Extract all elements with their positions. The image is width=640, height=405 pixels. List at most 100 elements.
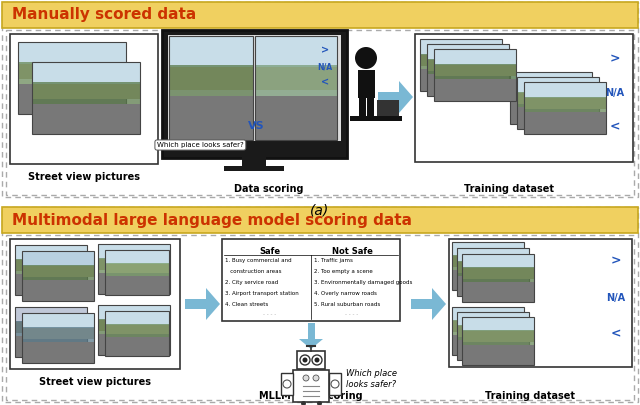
Bar — [510, 102, 592, 124]
Bar — [462, 345, 534, 365]
Bar — [510, 87, 592, 99]
Bar — [22, 266, 94, 277]
Text: <: < — [611, 327, 621, 340]
Text: 3. Airport transport station: 3. Airport transport station — [225, 291, 299, 296]
Bar — [6, 30, 634, 195]
Text: - - - -: - - - - — [346, 312, 358, 317]
Text: 4. Overly narrow roads: 4. Overly narrow roads — [314, 291, 377, 296]
Bar — [255, 36, 337, 140]
Text: VS: VS — [248, 121, 264, 131]
Bar — [255, 67, 337, 90]
Bar — [411, 299, 432, 309]
Bar — [32, 62, 140, 134]
Bar — [22, 280, 94, 301]
Bar — [169, 36, 253, 67]
Bar — [462, 282, 534, 302]
Bar — [452, 307, 524, 322]
Bar — [420, 39, 502, 55]
Bar — [367, 98, 374, 116]
Bar — [517, 107, 599, 129]
Text: 5. Rural suburban roads: 5. Rural suburban roads — [314, 302, 380, 307]
Bar — [255, 96, 337, 140]
Bar — [98, 334, 170, 355]
Bar — [185, 299, 206, 309]
Text: 3. Environmentally damaged goods: 3. Environmentally damaged goods — [314, 280, 412, 285]
Bar — [510, 87, 592, 102]
Text: Training dataset: Training dataset — [464, 184, 554, 194]
Text: 2. City service road: 2. City service road — [225, 280, 278, 285]
Bar — [452, 256, 524, 267]
Text: Multimodal large language model scoring data: Multimodal large language model scoring … — [12, 213, 412, 228]
Bar — [32, 82, 140, 104]
Circle shape — [355, 47, 377, 69]
Text: Data scoring: Data scoring — [234, 184, 304, 194]
Text: N/A: N/A — [317, 62, 333, 71]
Bar — [98, 244, 170, 294]
Bar — [105, 250, 169, 264]
Bar — [452, 242, 524, 256]
Bar — [15, 260, 87, 271]
Bar — [22, 328, 94, 339]
Bar — [434, 65, 516, 76]
Bar — [18, 42, 126, 114]
Text: >: > — [321, 45, 329, 55]
Circle shape — [312, 355, 322, 365]
Bar — [22, 251, 94, 266]
Bar — [462, 317, 534, 365]
Bar — [242, 156, 266, 166]
Bar — [98, 273, 170, 294]
Bar — [524, 98, 606, 109]
Bar — [462, 317, 534, 331]
Bar — [359, 98, 366, 116]
Bar — [2, 207, 638, 402]
Text: construction areas: construction areas — [225, 269, 282, 274]
Text: Which place
looks safer?: Which place looks safer? — [346, 369, 397, 389]
Bar — [293, 370, 329, 402]
Polygon shape — [399, 81, 413, 113]
Text: MLLM data scoring: MLLM data scoring — [259, 391, 363, 401]
Bar — [457, 276, 529, 296]
Bar — [15, 307, 87, 322]
Polygon shape — [299, 339, 323, 349]
Bar — [105, 311, 169, 356]
Bar — [524, 82, 606, 134]
Bar — [98, 259, 170, 270]
Text: Manually scored data: Manually scored data — [12, 8, 196, 23]
Text: 1. Busy commercial and: 1. Busy commercial and — [225, 258, 292, 263]
Bar — [10, 34, 158, 164]
Text: >: > — [610, 52, 620, 65]
Text: Which place looks safer?: Which place looks safer? — [157, 142, 244, 148]
Bar — [378, 92, 399, 102]
Bar — [281, 373, 293, 395]
Circle shape — [313, 375, 319, 381]
Bar — [255, 65, 337, 96]
Bar — [420, 55, 502, 66]
Polygon shape — [206, 288, 220, 320]
Bar — [105, 276, 169, 295]
Text: (a): (a) — [310, 203, 330, 217]
Bar — [2, 207, 638, 233]
Bar — [462, 254, 534, 302]
Bar — [517, 77, 599, 129]
Bar — [427, 74, 509, 96]
Text: Training dataset: Training dataset — [485, 391, 575, 401]
Bar — [510, 72, 592, 87]
Bar — [22, 313, 94, 328]
Text: Safe: Safe — [259, 247, 280, 256]
Circle shape — [300, 355, 310, 365]
Text: Street view pictures: Street view pictures — [28, 172, 140, 182]
Bar — [434, 49, 516, 65]
Bar — [169, 36, 253, 140]
Bar — [420, 53, 502, 69]
Bar — [434, 49, 516, 101]
Text: N/A: N/A — [605, 88, 625, 98]
Text: 4. Clean streets: 4. Clean streets — [225, 302, 268, 307]
Bar — [452, 335, 524, 355]
Bar — [457, 312, 529, 326]
Bar — [15, 259, 87, 274]
Bar — [524, 82, 606, 98]
Bar — [377, 100, 399, 116]
Bar — [452, 307, 524, 355]
Text: Street view pictures: Street view pictures — [39, 377, 151, 387]
Circle shape — [303, 358, 307, 362]
